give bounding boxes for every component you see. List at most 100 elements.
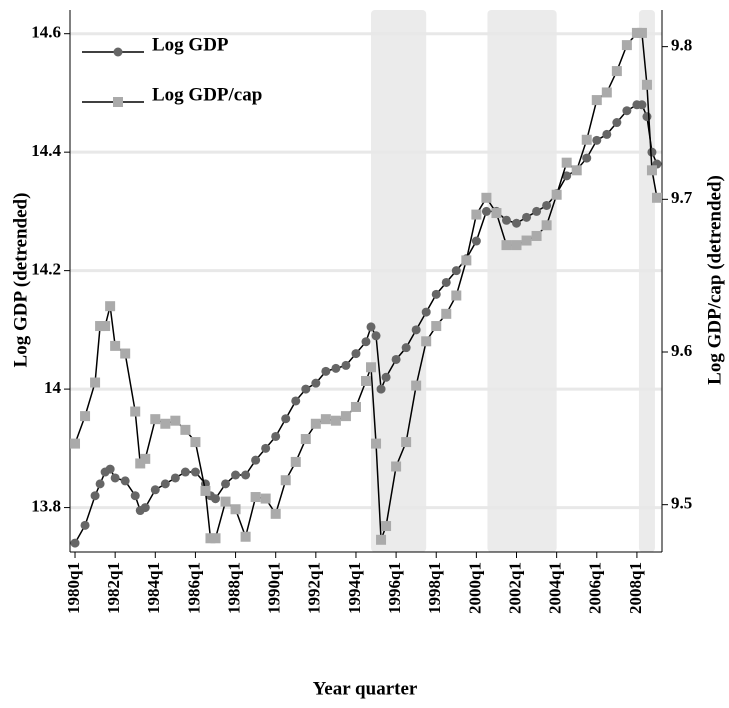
x-tick-label: 1984q1 xyxy=(144,562,163,614)
data-point xyxy=(90,491,100,501)
data-point xyxy=(637,100,647,110)
data-point xyxy=(601,87,612,98)
shaded-region xyxy=(371,10,427,552)
data-point xyxy=(621,40,632,51)
data-point xyxy=(551,189,562,200)
data-point xyxy=(280,475,291,486)
data-point xyxy=(251,455,261,465)
data-point xyxy=(401,437,412,448)
data-point xyxy=(135,458,146,469)
data-point xyxy=(591,95,602,106)
data-point xyxy=(381,521,392,532)
data-point xyxy=(281,414,291,424)
data-point xyxy=(441,308,452,319)
data-point xyxy=(371,438,382,449)
data-point xyxy=(90,377,101,388)
data-point xyxy=(471,236,481,246)
data-point xyxy=(641,79,652,90)
data-point xyxy=(451,290,462,301)
data-point xyxy=(371,331,381,341)
data-point xyxy=(321,366,331,376)
y2-tick-label: 9.6 xyxy=(671,341,692,360)
data-point xyxy=(310,418,321,429)
data-point xyxy=(501,240,512,251)
data-point xyxy=(130,491,140,501)
data-point xyxy=(581,134,592,145)
x-tick-label: 1988q1 xyxy=(224,562,243,614)
data-point xyxy=(105,301,116,312)
data-point xyxy=(130,406,141,417)
data-point xyxy=(431,289,441,299)
y-tick-label: 14.6 xyxy=(31,23,61,42)
x-tick-label: 1998q1 xyxy=(425,562,444,614)
data-point xyxy=(205,533,216,544)
data-point xyxy=(210,533,221,544)
data-point xyxy=(431,321,442,332)
data-point xyxy=(592,135,602,145)
data-point xyxy=(80,411,91,422)
data-point xyxy=(70,438,81,449)
y2-tick-label: 9.7 xyxy=(671,188,693,207)
data-point xyxy=(95,479,105,489)
data-point xyxy=(80,520,90,530)
data-point xyxy=(571,165,582,176)
y-tick-label: 13.8 xyxy=(31,496,61,515)
data-point xyxy=(542,200,552,210)
data-point xyxy=(105,464,115,474)
data-point xyxy=(512,218,522,228)
y-tick-label: 14 xyxy=(44,378,62,397)
data-point xyxy=(366,362,377,373)
data-point xyxy=(330,415,341,426)
data-point xyxy=(421,307,431,317)
data-point xyxy=(391,461,402,472)
data-point xyxy=(301,384,311,394)
data-point xyxy=(110,340,121,351)
x-tick-label: 2004q1 xyxy=(546,562,565,614)
data-point xyxy=(250,492,261,503)
data-point xyxy=(622,106,632,116)
data-point xyxy=(451,266,461,276)
data-point xyxy=(150,414,161,425)
data-point xyxy=(647,147,657,157)
data-point xyxy=(200,485,211,496)
data-point xyxy=(220,496,231,507)
data-point xyxy=(582,153,592,163)
data-point xyxy=(120,476,130,486)
data-point xyxy=(522,212,532,222)
data-point xyxy=(190,467,200,477)
series-line xyxy=(74,32,658,541)
x-tick-label: 2008q1 xyxy=(626,562,645,614)
y2-tick-label: 9.5 xyxy=(671,494,692,513)
data-point xyxy=(190,437,201,448)
data-point xyxy=(120,348,131,359)
data-point xyxy=(270,508,281,519)
legend-marker xyxy=(113,47,123,57)
data-point xyxy=(491,208,502,219)
data-point xyxy=(612,118,622,128)
data-point xyxy=(210,494,220,504)
data-point xyxy=(642,112,652,122)
data-point xyxy=(300,434,311,445)
data-point xyxy=(481,192,492,203)
y-tick-label: 14.2 xyxy=(31,260,61,279)
x-tick-label: 1996q1 xyxy=(385,562,404,614)
data-point xyxy=(230,504,241,515)
legend-label: Log GDP/cap xyxy=(152,84,262,105)
data-point xyxy=(541,220,552,231)
data-point xyxy=(320,414,331,425)
data-point xyxy=(411,380,422,391)
x-tick-label: 1986q1 xyxy=(184,562,203,614)
data-point xyxy=(411,325,421,335)
data-point xyxy=(376,384,386,394)
data-point xyxy=(376,534,387,545)
data-point xyxy=(636,27,647,38)
y-axis-title: Log GDP (detrended) xyxy=(10,193,31,368)
y-tick-label: 14.4 xyxy=(31,141,61,160)
data-point xyxy=(331,363,341,373)
data-point xyxy=(291,396,301,406)
data-point xyxy=(260,493,271,504)
data-point xyxy=(350,401,361,412)
data-point xyxy=(531,230,542,241)
data-point xyxy=(221,479,231,489)
